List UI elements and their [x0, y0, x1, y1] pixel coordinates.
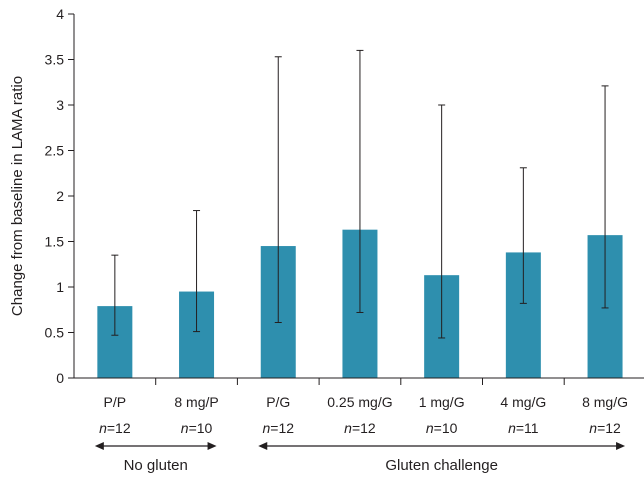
- sample-size-label: n=12: [344, 420, 376, 436]
- category-label: 4 mg/G: [500, 394, 546, 410]
- category-label: P/G: [266, 394, 290, 410]
- sample-size-label: n=12: [99, 420, 131, 436]
- arrowhead-right: [616, 442, 626, 450]
- group-annotations: No gluten Gluten challenge: [94, 442, 626, 474]
- sample-size-label: n=10: [181, 420, 213, 436]
- y-tick-label: 1.5: [45, 234, 65, 250]
- y-axis-title: Change from baseline in LAMA ratio: [9, 76, 26, 316]
- arrowhead-left: [94, 442, 104, 450]
- category-label: 0.25 mg/G: [327, 394, 392, 410]
- y-tick-label: 1: [56, 279, 64, 295]
- y-tick-label: 2.5: [45, 143, 65, 159]
- y-tick-label: 0: [56, 370, 64, 386]
- y-tick-label: 0.5: [45, 325, 65, 341]
- sample-size-label: n=12: [589, 420, 621, 436]
- y-tick-label: 3: [56, 97, 64, 113]
- category-label: 1 mg/G: [419, 394, 465, 410]
- y-axis: 0 0.5 1 1.5 2 2.5 3 3.5 4: [45, 6, 75, 386]
- category-label: 8 mg/G: [582, 394, 628, 410]
- arrowhead-right: [207, 442, 217, 450]
- sample-size-label: n=12: [262, 420, 294, 436]
- error-bars: [111, 49, 609, 339]
- sample-size-label: n=10: [426, 420, 458, 436]
- y-tick-label: 2: [56, 188, 64, 204]
- sample-size-label: n=11: [508, 420, 539, 436]
- group-label: No gluten: [124, 457, 188, 474]
- category-label: P/P: [104, 394, 127, 410]
- y-tick-label: 3.5: [45, 52, 65, 68]
- x-axis: P/P n=12 8 mg/P n=10 P/G n=12 0.25 mg/G n=12 1 m…: [74, 377, 644, 436]
- arrowhead-left: [258, 442, 268, 450]
- y-tick-label: 4: [56, 6, 64, 22]
- group-label: Gluten challenge: [385, 457, 498, 474]
- category-label: 8 mg/P: [174, 394, 218, 410]
